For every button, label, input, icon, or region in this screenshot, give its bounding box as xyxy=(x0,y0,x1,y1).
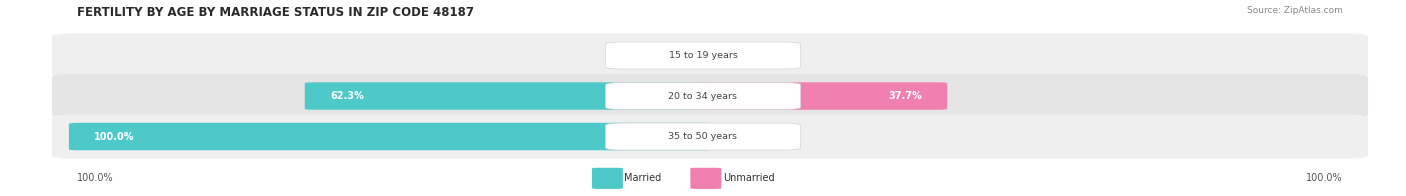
FancyBboxPatch shape xyxy=(606,83,801,110)
Text: 62.3%: 62.3% xyxy=(330,91,364,101)
Text: 15 to 19 years: 15 to 19 years xyxy=(669,51,737,60)
Text: 0.0%: 0.0% xyxy=(735,51,759,61)
Text: 0.0%: 0.0% xyxy=(735,132,759,142)
FancyBboxPatch shape xyxy=(52,33,1368,78)
FancyBboxPatch shape xyxy=(305,82,711,110)
Text: 100.0%: 100.0% xyxy=(77,173,114,183)
Text: Unmarried: Unmarried xyxy=(723,173,775,183)
Text: 100.0%: 100.0% xyxy=(94,132,135,142)
FancyBboxPatch shape xyxy=(606,123,801,150)
Text: 100.0%: 100.0% xyxy=(1306,173,1343,183)
Text: 37.7%: 37.7% xyxy=(889,91,922,101)
FancyBboxPatch shape xyxy=(52,74,1368,118)
FancyBboxPatch shape xyxy=(69,123,711,150)
Text: 35 to 50 years: 35 to 50 years xyxy=(668,132,738,141)
FancyBboxPatch shape xyxy=(697,124,730,149)
Text: FERTILITY BY AGE BY MARRIAGE STATUS IN ZIP CODE 48187: FERTILITY BY AGE BY MARRIAGE STATUS IN Z… xyxy=(77,6,474,19)
FancyBboxPatch shape xyxy=(606,42,801,69)
FancyBboxPatch shape xyxy=(695,82,948,110)
Text: 0.0%: 0.0% xyxy=(647,51,671,61)
FancyBboxPatch shape xyxy=(690,168,721,189)
FancyBboxPatch shape xyxy=(592,168,623,189)
Text: 20 to 34 years: 20 to 34 years xyxy=(668,92,738,101)
FancyBboxPatch shape xyxy=(676,44,709,68)
FancyBboxPatch shape xyxy=(52,114,1368,159)
Text: Source: ZipAtlas.com: Source: ZipAtlas.com xyxy=(1247,6,1343,15)
FancyBboxPatch shape xyxy=(697,44,730,68)
Text: Married: Married xyxy=(624,173,661,183)
